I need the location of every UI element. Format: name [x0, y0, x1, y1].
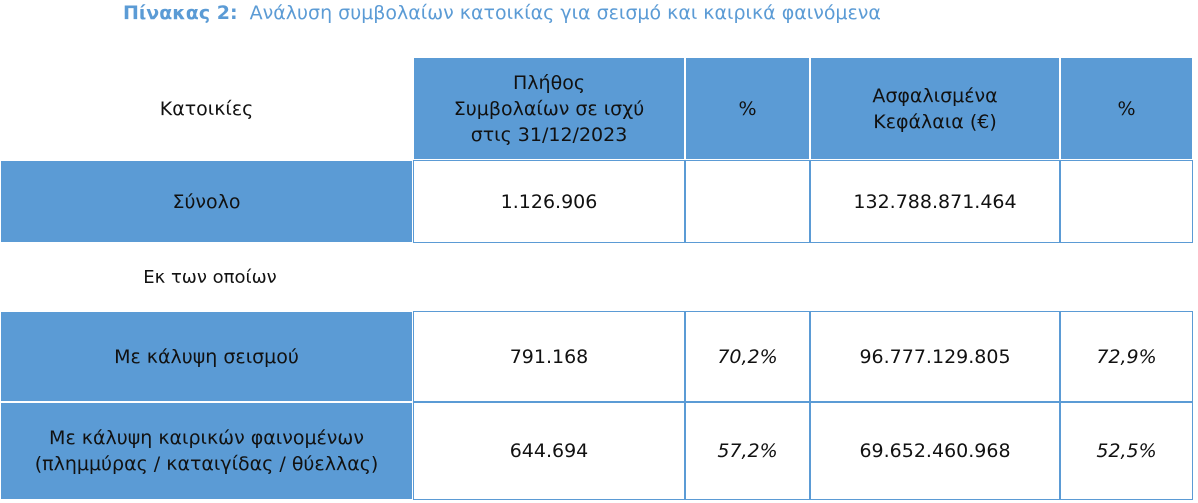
text-line: Με κάλυψη σεισμού — [114, 345, 299, 368]
header-cell: % — [1060, 57, 1193, 160]
text-line: Με κάλυψη καιρικών φαινομένων — [49, 427, 364, 449]
cell-value: 644.694 — [413, 402, 685, 500]
row-label: Με κάλυψη καιρικών φαινομένων (πλημμύρας … — [0, 402, 413, 500]
header-cell: Κατοικίες — [0, 57, 413, 160]
cell-empty — [1060, 160, 1193, 243]
title-text: Ανάλυση συμβολαίων κατοικίας για σεισμό … — [249, 2, 881, 24]
title-label: Πίνακας 2: — [123, 2, 238, 24]
cell-value: 1.126.906 — [413, 160, 685, 243]
cell-percent: 72,9% — [1060, 311, 1193, 402]
cell-percent: 57,2% — [685, 402, 810, 500]
text-line: Συμβολαίων σε ισχύ — [453, 97, 645, 120]
cell-value: 132.788.871.464 — [810, 160, 1060, 243]
cell-value: 791.168 — [413, 311, 685, 402]
row-label: Με κάλυψη σεισμού — [0, 311, 413, 402]
subheading: Εκ των οποίων — [143, 267, 277, 288]
text-line: Σύνολο — [172, 190, 241, 213]
text-line: Πλήθος — [513, 71, 585, 94]
text-line: Ασφαλισμένα — [872, 84, 998, 107]
text-line: % — [738, 97, 757, 120]
text-line: Κεφάλαια (€) — [873, 110, 997, 133]
text-line: στις 31/12/2023 — [470, 123, 628, 146]
cell-value: 69.652.460.968 — [810, 402, 1060, 500]
text-line: Κατοικίες — [159, 97, 254, 120]
table-title: Πίνακας 2: Ανάλυση συμβολαίων κατοικίας … — [123, 2, 881, 24]
row-label: Σύνολο — [0, 160, 413, 243]
header-cell: % — [685, 57, 810, 160]
header-cell: Πλήθος Συμβολαίων σε ισχύ στις 31/12/2023 — [413, 57, 685, 160]
cell-percent: 52,5% — [1060, 402, 1193, 500]
cell-value: 96.777.129.805 — [810, 311, 1060, 402]
header-cell: Ασφαλισμένα Κεφάλαια (€) — [810, 57, 1060, 160]
cell-empty — [685, 160, 810, 243]
text-line: % — [1117, 97, 1136, 120]
text-line: (πλημμύρας / καταιγίδας / θύελλας) — [34, 453, 379, 475]
cell-percent: 70,2% — [685, 311, 810, 402]
